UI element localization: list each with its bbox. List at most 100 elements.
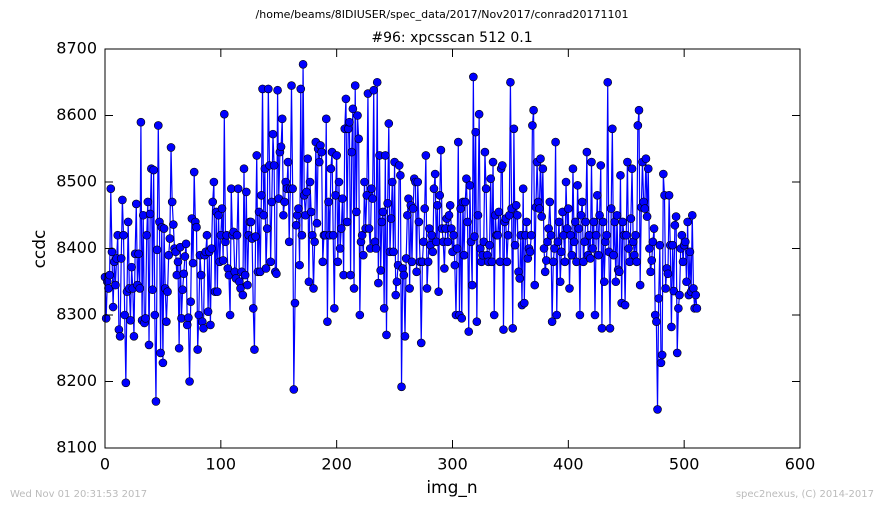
data-point (422, 284, 432, 293)
data-point (276, 142, 286, 152)
data-point (284, 237, 294, 247)
data-point (238, 290, 248, 300)
data-point (392, 277, 402, 287)
x-tick-label: 0 (100, 455, 110, 474)
data-point (220, 109, 229, 119)
data-point (371, 244, 381, 253)
data-point (647, 256, 657, 265)
data-point (150, 310, 160, 320)
data-point (334, 177, 344, 187)
data-point (302, 187, 311, 197)
data-point (589, 217, 599, 227)
data-point (280, 197, 289, 207)
data-point (645, 244, 654, 253)
data-point (412, 267, 421, 277)
data-point (635, 280, 645, 290)
x-tick-label: 200 (321, 455, 352, 474)
data-point (166, 143, 176, 152)
data-point (306, 207, 316, 217)
data-point (670, 220, 680, 230)
data-point (138, 210, 148, 220)
data-point (513, 210, 522, 220)
data-point (494, 207, 504, 217)
data-point (106, 184, 116, 193)
data-point (323, 317, 332, 326)
data-point (158, 358, 168, 368)
x-tick-label: 100 (206, 455, 237, 474)
data-point (332, 151, 341, 160)
data-point (678, 257, 688, 267)
data-point (189, 167, 199, 177)
data-point (503, 230, 513, 240)
data-point (188, 258, 198, 268)
data-point (116, 254, 126, 263)
data-point (586, 254, 595, 263)
data-point (416, 338, 426, 348)
data-point (550, 244, 559, 253)
data-point (267, 197, 277, 207)
data-point (691, 290, 701, 300)
data-point (242, 187, 251, 197)
data-point (218, 256, 228, 265)
data-point (667, 322, 676, 332)
data-point (239, 164, 249, 173)
data-point (266, 257, 275, 267)
data-point (141, 314, 150, 323)
data-point (172, 270, 182, 280)
data-point (444, 210, 454, 220)
data-point (539, 244, 549, 253)
data-point (297, 230, 307, 240)
data-point (328, 230, 338, 240)
data-point (403, 210, 412, 220)
data-point (434, 287, 443, 297)
data-point (642, 212, 652, 221)
data-point (296, 84, 306, 94)
data-point (457, 314, 467, 323)
data-point (502, 257, 512, 267)
data-point (262, 224, 272, 233)
data-point (525, 247, 535, 257)
data-point (618, 217, 628, 227)
footer-right: spec2nexus, (C) 2014-2017 (736, 489, 874, 500)
data-point (634, 105, 644, 115)
data-point (547, 317, 557, 326)
data-point (510, 240, 520, 250)
data-point (427, 230, 436, 240)
data-point (357, 230, 367, 240)
data-point (136, 117, 146, 127)
data-point (573, 181, 582, 190)
chart-title: #96: xpcsscan 512 0.1 (371, 30, 532, 46)
data-point (472, 317, 482, 326)
data-point (338, 194, 347, 203)
data-point (382, 330, 391, 340)
data-point (621, 230, 631, 240)
data-point (159, 224, 169, 233)
data-point (609, 250, 618, 260)
data-point (217, 204, 227, 213)
data-point (452, 244, 462, 253)
data-point (347, 147, 357, 157)
data-point (129, 331, 139, 341)
x-axis-label: img_n (426, 478, 477, 498)
data-point (213, 287, 222, 297)
data-point (396, 171, 405, 180)
data-point (430, 169, 440, 179)
data-point (552, 310, 562, 320)
data-point (164, 250, 174, 260)
data-point (640, 204, 650, 213)
data-point (555, 277, 565, 287)
data-point (165, 234, 175, 243)
data-point (605, 323, 615, 333)
data-point (538, 164, 548, 173)
data-point (273, 85, 282, 95)
data-point (423, 257, 433, 267)
data-point (498, 161, 507, 170)
data-point (643, 164, 653, 173)
data-point (203, 307, 213, 316)
data-point (616, 171, 625, 180)
data-point (592, 191, 602, 200)
data-point (488, 157, 498, 167)
data-point (467, 280, 477, 290)
data-point (279, 210, 288, 220)
data-point (194, 310, 204, 320)
